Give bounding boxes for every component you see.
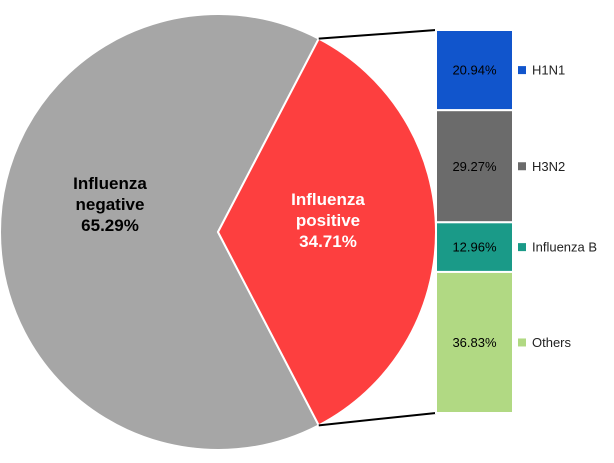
connector-line-top	[318, 29, 437, 40]
bar-segment-others	[435, 270, 514, 414]
bar-segment-h3n2	[435, 109, 514, 224]
pie-label-influenza-negative: Influenza negative 65.29%	[73, 174, 147, 235]
stacked-bar: 20.94% 29.27% 12.96% 36.83%	[435, 29, 514, 414]
bar-label-h3n2: 29.27%	[452, 159, 497, 174]
bar-label-influenza-b: 12.96%	[452, 240, 497, 255]
connector-line-bottom	[318, 412, 437, 427]
pie: Influenza negative 65.29% Influenza positive…	[0, 13, 437, 451]
connector-lines	[318, 29, 437, 427]
legend-label-influenza-b: Influenza B	[532, 240, 597, 255]
bar-label-others: 36.83%	[452, 335, 497, 350]
legend-swatch-h3n2	[518, 162, 526, 171]
bar-segment-h1n1	[435, 29, 514, 112]
legend-swatch-others	[518, 338, 526, 347]
legend: H1N1 H3N2 Influenza B Others	[518, 63, 597, 350]
pie-label-influenza-positive: Influenza positive 34.71%	[291, 190, 365, 251]
pie-slice-influenza-negative	[0, 13, 321, 451]
bar-label-h1n1: 20.94%	[452, 63, 497, 78]
legend-label-others: Others	[532, 335, 572, 350]
legend-swatch-influenza-b	[518, 243, 526, 252]
legend-label-h3n2: H3N2	[532, 159, 565, 174]
legend-label-h1n1: H1N1	[532, 63, 565, 78]
legend-swatch-h1n1	[518, 66, 526, 75]
